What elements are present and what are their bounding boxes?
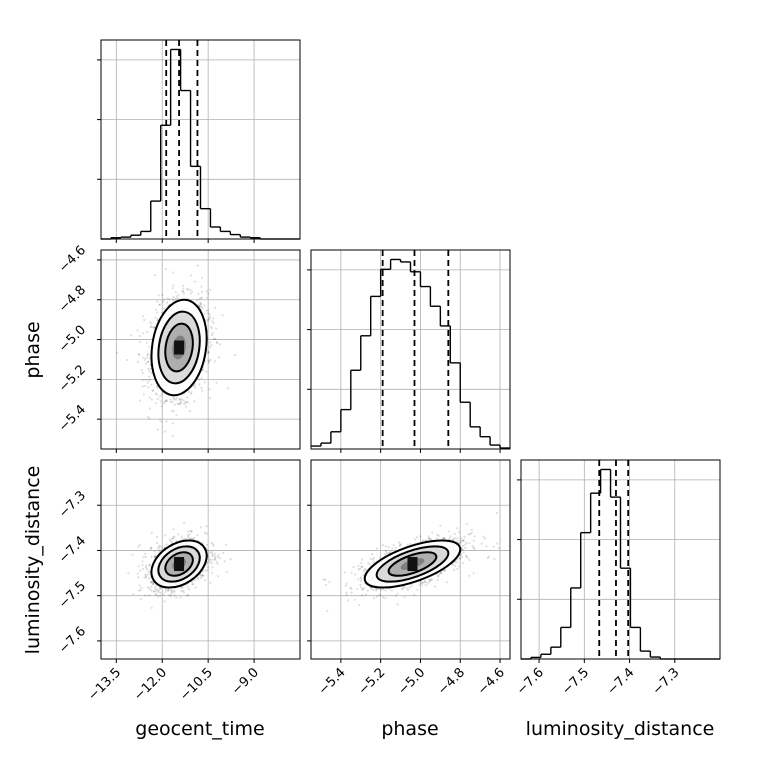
grid-layer — [101, 40, 720, 659]
contour-line — [164, 551, 194, 577]
contour-layer — [150, 298, 462, 589]
contour-line — [157, 310, 201, 385]
panel-2-1-frame — [310, 459, 511, 660]
density-peak — [407, 557, 418, 572]
contour-line — [164, 322, 194, 373]
y-axis-label-luminosity-distance: luminosity_distance — [22, 466, 44, 655]
panel-0-0-frame — [100, 39, 301, 240]
x-axis-label-geocent-time: geocent_time — [135, 718, 264, 740]
contour-line — [150, 298, 208, 397]
x-axis-label-luminosity-distance: luminosity_distance — [526, 718, 715, 740]
contour-line — [157, 545, 201, 583]
x-axis-label-phase: phase — [381, 718, 438, 740]
quantile-layer — [165, 40, 630, 659]
y-axis-label-phase: phase — [22, 321, 44, 378]
contour-line — [375, 545, 450, 583]
contour-line — [150, 539, 208, 589]
frame-layer — [100, 39, 721, 660]
density-peak — [174, 340, 185, 355]
panel-1-0-frame — [100, 249, 301, 450]
contour-line — [387, 551, 438, 577]
panel-2-0-frame — [100, 459, 301, 660]
panel-2-2-frame — [520, 459, 721, 660]
density-peak — [174, 557, 185, 572]
tick-layer — [97, 59, 676, 663]
panel-1-1-frame — [310, 249, 511, 450]
contour-line — [363, 539, 462, 589]
